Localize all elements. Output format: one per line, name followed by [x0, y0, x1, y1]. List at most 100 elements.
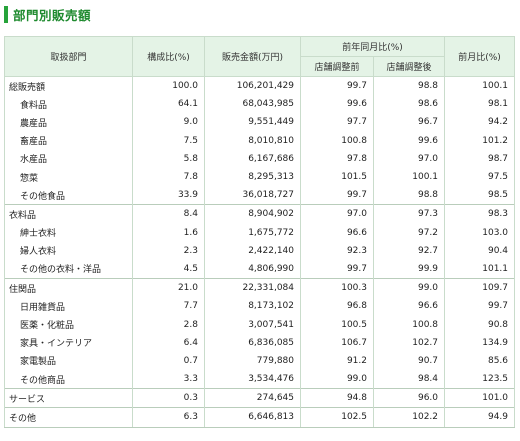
table-row: 畜産品 7.5 8,010,810 100.8 99.6 101.2	[4, 131, 516, 150]
share-cell: 9.0	[132, 113, 205, 132]
table-row: その他の衣料・洋品 4.5 4,806,990 99.7 99.9 101.1	[4, 259, 516, 279]
share-cell: 7.7	[132, 297, 205, 316]
yoy-before-cell: 96.8	[300, 297, 374, 316]
mom-cell: 97.5	[444, 167, 516, 187]
section-title: 部門別販売額	[4, 4, 91, 24]
sales-cell: 4,806,990	[204, 259, 301, 279]
share-cell: 0.3	[132, 388, 205, 408]
category-cell: サービス	[4, 388, 133, 408]
sales-cell: 68,043,985	[204, 95, 301, 114]
category-cell: 惣菜	[4, 167, 133, 187]
category-cell: 総販売額	[4, 76, 133, 96]
mom-cell: 94.9	[444, 407, 516, 428]
mom-cell: 94.2	[444, 113, 516, 132]
yoy-after-cell: 100.1	[372, 167, 446, 187]
yoy-after-cell: 97.0	[372, 149, 446, 168]
share-cell: 8.4	[132, 204, 205, 224]
yoy-before-cell: 101.5	[300, 167, 374, 187]
table-row: 水産品 5.8 6,167,686 97.8 97.0 98.7	[4, 149, 516, 168]
category-cell: 衣料品	[4, 204, 133, 224]
table-row: 農産品 9.0 9,551,449 97.7 96.7 94.2	[4, 113, 516, 132]
category-cell: 農産品	[4, 113, 133, 132]
mom-cell: 98.7	[444, 149, 516, 168]
sales-cell: 36,018,727	[204, 186, 301, 205]
yoy-before-cell: 102.5	[300, 407, 374, 428]
category-cell: 医薬・化粧品	[4, 315, 133, 334]
yoy-after-cell: 96.0	[372, 388, 446, 408]
yoy-before-cell: 99.6	[300, 95, 374, 114]
category-cell: その他の衣料・洋品	[4, 259, 133, 279]
sales-cell: 6,646,813	[204, 407, 301, 428]
share-cell: 5.8	[132, 149, 205, 168]
sales-cell: 8,173,102	[204, 297, 301, 316]
category-cell: 住関品	[4, 278, 133, 298]
table-row: 家電製品 0.7 779,880 91.2 90.7 85.6	[4, 351, 516, 370]
category-cell: 婦人衣料	[4, 241, 133, 260]
table-row: 紳士衣料 1.6 1,675,772 96.6 97.2 103.0	[4, 223, 516, 242]
header-category: 取扱部門	[4, 36, 133, 77]
share-cell: 1.6	[132, 223, 205, 242]
yoy-before-cell: 91.2	[300, 351, 374, 370]
category-cell: 水産品	[4, 149, 133, 168]
yoy-before-cell: 100.8	[300, 131, 374, 150]
sales-cell: 3,534,476	[204, 370, 301, 389]
header-share: 構成比(%)	[132, 36, 205, 77]
share-cell: 2.8	[132, 315, 205, 334]
mom-cell: 98.5	[444, 186, 516, 205]
yoy-before-cell: 97.8	[300, 149, 374, 168]
mom-cell: 98.3	[444, 204, 516, 224]
category-cell: 紳士衣料	[4, 223, 133, 242]
header-mom: 前月比(%)	[444, 36, 516, 77]
yoy-before-cell: 99.7	[300, 259, 374, 279]
yoy-before-cell: 100.5	[300, 315, 374, 334]
yoy-after-cell: 96.7	[372, 113, 446, 132]
table-row: サービス 0.3 274,645 94.8 96.0 101.0	[4, 388, 516, 408]
yoy-before-cell: 99.7	[300, 76, 374, 96]
mom-cell: 101.0	[444, 388, 516, 408]
share-cell: 6.3	[132, 407, 205, 428]
sales-table-container: 取扱部門 構成比(%) 販売金額(万円) 前年同月比(%) 前月比(%) 店舗調…	[4, 36, 516, 428]
table-row: その他商品 3.3 3,534,476 99.0 98.4 123.5	[4, 370, 516, 389]
category-cell: その他商品	[4, 370, 133, 389]
yoy-after-cell: 99.0	[372, 278, 446, 298]
share-cell: 21.0	[132, 278, 205, 298]
category-cell: その他	[4, 407, 133, 428]
yoy-after-cell: 99.6	[372, 131, 446, 150]
share-cell: 2.3	[132, 241, 205, 260]
table-row: 医薬・化粧品 2.8 3,007,541 100.5 100.8 90.8	[4, 315, 516, 334]
category-cell: 日用雑貨品	[4, 297, 133, 316]
sales-cell: 779,880	[204, 351, 301, 370]
yoy-after-cell: 97.3	[372, 204, 446, 224]
sales-cell: 8,295,313	[204, 167, 301, 187]
sales-cell: 2,422,140	[204, 241, 301, 260]
share-cell: 4.5	[132, 259, 205, 279]
table-row: 食料品 64.1 68,043,985 99.6 98.6 98.1	[4, 95, 516, 114]
sales-cell: 8,904,902	[204, 204, 301, 224]
yoy-before-cell: 94.8	[300, 388, 374, 408]
sales-cell: 6,167,686	[204, 149, 301, 168]
yoy-after-cell: 98.8	[372, 186, 446, 205]
yoy-before-cell: 97.0	[300, 204, 374, 224]
table-row: 惣菜 7.8 8,295,313 101.5 100.1 97.5	[4, 167, 516, 187]
mom-cell: 109.7	[444, 278, 516, 298]
category-cell: 畜産品	[4, 131, 133, 150]
share-cell: 33.9	[132, 186, 205, 205]
title-accent-bar	[4, 5, 8, 23]
header-yoy: 前年同月比(%)	[299, 36, 446, 57]
yoy-before-cell: 92.3	[300, 241, 374, 260]
sales-cell: 8,010,810	[204, 131, 301, 150]
header-sales: 販売金額(万円)	[204, 36, 301, 77]
yoy-after-cell: 97.2	[372, 223, 446, 242]
sales-cell: 6,836,085	[204, 333, 301, 352]
share-cell: 7.8	[132, 167, 205, 187]
sales-cell: 1,675,772	[204, 223, 301, 242]
yoy-before-cell: 99.0	[300, 370, 374, 389]
sales-cell: 106,201,429	[204, 76, 301, 96]
mom-cell: 98.1	[444, 95, 516, 114]
mom-cell: 90.8	[444, 315, 516, 334]
yoy-before-cell: 96.6	[300, 223, 374, 242]
yoy-before-cell: 99.7	[300, 186, 374, 205]
sales-cell: 22,331,084	[204, 278, 301, 298]
yoy-after-cell: 100.8	[372, 315, 446, 334]
header-yoy-before: 店舗調整前	[300, 56, 374, 77]
